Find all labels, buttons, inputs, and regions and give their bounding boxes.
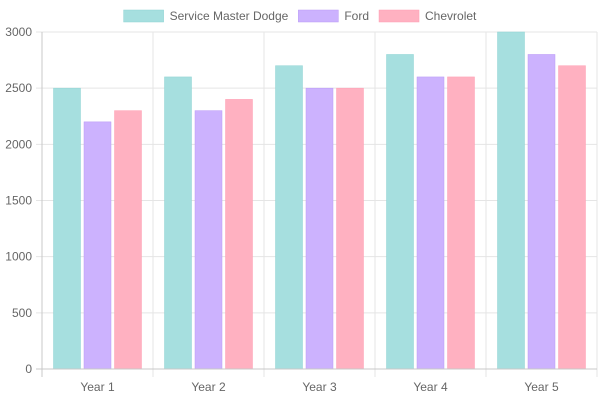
y-tick-label: 2500 [5, 81, 32, 95]
axes [41, 32, 597, 370]
bar-chevrolet-year-5[interactable] [558, 65, 586, 370]
bar-service-master-dodge-year-1[interactable] [53, 87, 81, 370]
bar-ford-year-1[interactable] [83, 121, 112, 370]
y-tick-label: 3000 [5, 25, 32, 39]
bar-chevrolet-year-1[interactable] [114, 110, 142, 370]
bar-service-master-dodge-year-5[interactable] [497, 31, 525, 370]
x-gridlines [41, 32, 598, 377]
y-axis-tick-labels: 0 500 1000 1500 2000 2500 3000 [5, 25, 32, 376]
x-tick-label: Year 5 [524, 380, 559, 394]
legend-label: Chevrolet [425, 9, 477, 23]
legend-label: Service Master Dodge [170, 9, 289, 23]
legend-item-ford[interactable]: Ford [298, 9, 369, 23]
y-tick-label: 2000 [5, 137, 32, 151]
y-tick-label: 500 [12, 306, 32, 320]
bar-service-master-dodge-year-2[interactable] [164, 76, 192, 370]
legend-swatch [123, 9, 164, 23]
legend-item-chevrolet[interactable]: Chevrolet [378, 9, 477, 23]
bar-ford-year-3[interactable] [305, 87, 334, 370]
y-tick-label: 1000 [5, 250, 32, 264]
bar-ford-year-5[interactable] [527, 54, 556, 370]
x-tick-label: Year 4 [413, 380, 448, 394]
bar-service-master-dodge-year-4[interactable] [386, 54, 414, 370]
x-axis-tick-labels: Year 1 Year 2 Year 3 Year 4 Year 5 [80, 380, 559, 394]
bar-ford-year-2[interactable] [194, 110, 223, 370]
bars [53, 31, 586, 370]
legend-swatch [378, 9, 420, 23]
x-tick-label: Year 3 [302, 380, 337, 394]
bar-ford-year-4[interactable] [416, 76, 445, 370]
bar-chevrolet-year-4[interactable] [447, 76, 475, 370]
legend: Service Master Dodge Ford Chevrolet [123, 9, 477, 23]
legend-label: Ford [344, 9, 369, 23]
bar-chevrolet-year-2[interactable] [225, 99, 253, 370]
legend-item-service-master-dodge[interactable]: Service Master Dodge [123, 9, 289, 23]
bar-service-master-dodge-year-3[interactable] [275, 65, 303, 370]
bar-chevrolet-year-3[interactable] [336, 87, 364, 370]
legend-swatch [298, 9, 339, 23]
x-tick-label: Year 2 [191, 380, 226, 394]
y-tick-label: 0 [25, 362, 32, 376]
x-tick-label: Year 1 [80, 380, 115, 394]
y-tick-label: 1500 [5, 194, 32, 208]
